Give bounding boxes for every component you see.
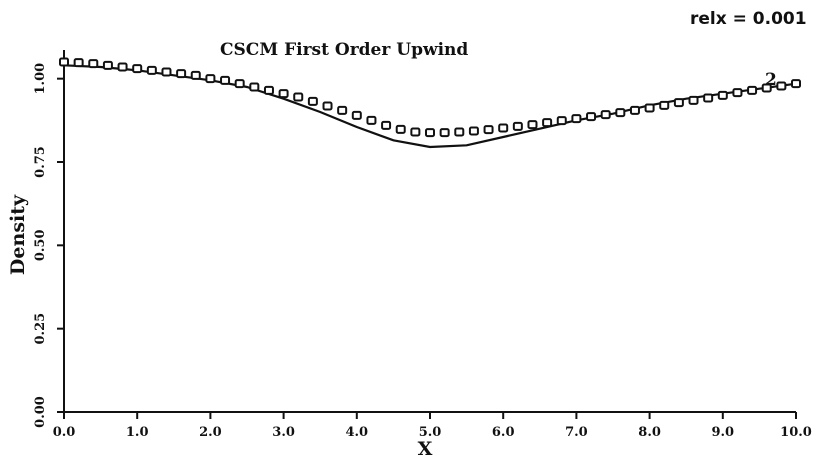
- y-ticks: 0.00 0.25 0.50 0.75 1.00: [33, 63, 64, 428]
- y-axis-title: Density: [7, 194, 29, 275]
- density-marker: [366, 115, 377, 125]
- density-marker: [410, 127, 421, 137]
- y-tick-label: 0.00: [33, 396, 48, 428]
- density-marker: [527, 120, 538, 130]
- density-marker: [761, 83, 772, 93]
- density-marker: [586, 112, 597, 122]
- density-marker: [776, 81, 787, 91]
- density-marker: [512, 121, 523, 131]
- density-marker: [146, 65, 157, 75]
- density-marker: [556, 116, 567, 126]
- density-marker: [176, 69, 187, 79]
- density-marker: [161, 67, 172, 77]
- y-tick-label: 0.75: [33, 146, 48, 178]
- density-marker: [542, 118, 553, 128]
- density-marker: [293, 92, 304, 102]
- x-tick-label: 10.0: [780, 425, 812, 440]
- series-layer: [59, 57, 801, 149]
- density-marker: [600, 110, 611, 120]
- density-marker: [381, 120, 392, 130]
- density-marker: [263, 85, 274, 95]
- density-marker: [425, 128, 435, 138]
- density-marker: [791, 79, 801, 89]
- density-marker: [132, 64, 143, 74]
- x-tick-label: 2.0: [199, 425, 222, 440]
- density-marker: [439, 128, 450, 138]
- x-tick-label: 9.0: [711, 425, 734, 440]
- density-marker: [659, 100, 670, 110]
- x-tick-label: 4.0: [345, 425, 368, 440]
- density-marker: [322, 101, 333, 111]
- x-tick-label: 0.0: [53, 425, 76, 440]
- density-marker: [732, 88, 743, 98]
- density-marker: [483, 125, 494, 135]
- density-marker: [747, 85, 758, 95]
- density-marker: [673, 98, 684, 108]
- density-marker: [571, 114, 582, 124]
- curve-label: 2: [765, 70, 777, 90]
- density-marker: [278, 89, 289, 99]
- density-marker: [351, 110, 362, 120]
- axes: [63, 50, 796, 413]
- density-marker: [703, 93, 714, 103]
- density-marker: [468, 126, 479, 136]
- chart-title: CSCM First Order Upwind: [220, 40, 468, 60]
- x-tick-label: 3.0: [272, 425, 295, 440]
- density-marker: [234, 79, 245, 89]
- x-tick-label: 7.0: [565, 425, 588, 440]
- density-marker: [717, 90, 728, 100]
- density-marker: [307, 96, 318, 106]
- density-marker: [88, 59, 99, 69]
- density-marker: [102, 60, 113, 70]
- density-marker: [688, 95, 699, 105]
- density-marker: [190, 70, 201, 80]
- x-axis-title: X: [418, 438, 433, 460]
- x-tick-label: 8.0: [638, 425, 661, 440]
- y-tick-label: 0.50: [33, 229, 48, 261]
- density-marker: [337, 105, 348, 115]
- x-tick-label: 5.0: [419, 425, 442, 440]
- density-marker: [454, 127, 465, 137]
- density-marker: [629, 105, 640, 115]
- y-tick-label: 1.00: [33, 63, 48, 95]
- x-tick-label: 6.0: [492, 425, 515, 440]
- density-marker: [615, 108, 626, 118]
- density-marker: [117, 62, 128, 72]
- relx-annotation: relx = 0.001: [690, 9, 807, 29]
- density-marker: [205, 74, 216, 84]
- density-marker: [73, 58, 84, 68]
- y-tick-label: 0.25: [33, 313, 48, 345]
- density-marker: [644, 103, 655, 113]
- density-marker: [59, 57, 69, 67]
- x-ticks: 0.0 1.0 2.0 3.0 4.0 5.0 6.0 7.0 8.0 9.0 10.0: [53, 412, 812, 440]
- density-marker: [249, 82, 260, 92]
- density-marker: [498, 123, 509, 133]
- density-marker: [220, 75, 231, 85]
- x-tick-label: 1.0: [126, 425, 149, 440]
- density-marker: [395, 124, 406, 134]
